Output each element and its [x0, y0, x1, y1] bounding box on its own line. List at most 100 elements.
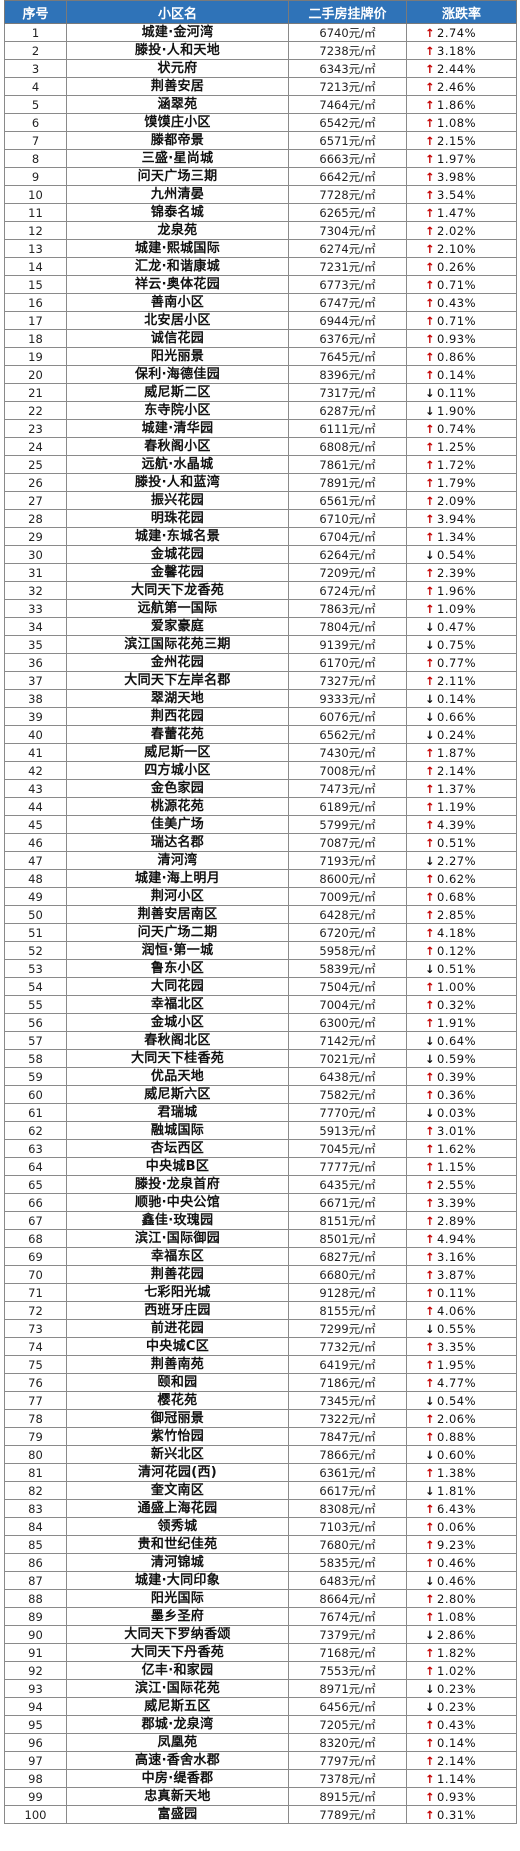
change-rate: ↑ 1.25% — [406, 437, 517, 456]
community-name: 忠真新天地 — [66, 1787, 289, 1806]
arrow-up-icon: ↑ — [425, 763, 435, 778]
community-name: 融城国际 — [66, 1121, 289, 1140]
listing-price: 7045元/㎡ — [288, 1139, 407, 1158]
community-name: 涵翠苑 — [66, 95, 289, 114]
listing-price: 6710元/㎡ — [288, 509, 407, 528]
listing-price: 7582元/㎡ — [288, 1085, 407, 1104]
listing-price: 7142元/㎡ — [288, 1031, 407, 1050]
change-rate: ↑ 3.35% — [406, 1337, 517, 1356]
arrow-up-icon: ↑ — [425, 1429, 435, 1444]
change-rate: ↓ 0.03% — [406, 1103, 517, 1122]
listing-price: 6808元/㎡ — [288, 437, 407, 456]
change-percent: 0.46% — [437, 1573, 477, 1588]
arrow-up-icon: ↑ — [425, 817, 435, 832]
row-index: 91 — [4, 1643, 67, 1662]
table-row: 6 馍馍庄小区 6542元/㎡ ↑ 1.08% — [4, 113, 517, 132]
listing-price: 7304元/㎡ — [288, 221, 407, 240]
row-index: 17 — [4, 311, 67, 330]
row-index: 3 — [4, 59, 67, 78]
arrow-up-icon: ↑ — [425, 1537, 435, 1552]
arrow-up-icon: ↑ — [425, 889, 435, 904]
table-row: 52 润恒·第一城 5958元/㎡ ↑ 0.12% — [4, 941, 517, 960]
arrow-up-icon: ↑ — [425, 781, 435, 796]
arrow-up-icon: ↑ — [425, 169, 435, 184]
table-row: 44 桃源花苑 6189元/㎡ ↑ 1.19% — [4, 797, 517, 816]
change-rate: ↓ 0.75% — [406, 635, 517, 654]
arrow-up-icon: ↑ — [425, 1663, 435, 1678]
listing-price: 6189元/㎡ — [288, 797, 407, 816]
arrow-up-icon: ↑ — [425, 745, 435, 760]
listing-price: 9139元/㎡ — [288, 635, 407, 654]
change-rate: ↑ 0.43% — [406, 293, 517, 312]
arrow-up-icon: ↑ — [425, 1609, 435, 1624]
change-rate: ↑ 2.46% — [406, 77, 517, 96]
listing-price: 7847元/㎡ — [288, 1427, 407, 1446]
table-row: 18 诚信花园 6376元/㎡ ↑ 0.93% — [4, 329, 517, 348]
listing-price: 7863元/㎡ — [288, 599, 407, 618]
arrow-up-icon: ↑ — [425, 1375, 435, 1390]
change-percent: 1.08% — [437, 1609, 477, 1624]
change-percent: 2.14% — [437, 1753, 477, 1768]
community-name: 龙泉苑 — [66, 221, 289, 240]
listing-price: 6562元/㎡ — [288, 725, 407, 744]
change-percent: 0.11% — [437, 1285, 477, 1300]
table-row: 99 忠真新天地 8915元/㎡ ↑ 0.93% — [4, 1787, 517, 1806]
change-percent: 2.74% — [437, 25, 477, 40]
arrow-up-icon: ↑ — [425, 871, 435, 886]
row-index: 90 — [4, 1625, 67, 1644]
change-percent: 0.71% — [437, 313, 477, 328]
table-row: 43 金色家园 7473元/㎡ ↑ 1.37% — [4, 779, 517, 798]
change-percent: 3.16% — [437, 1249, 477, 1264]
listing-price: 8971元/㎡ — [288, 1679, 407, 1698]
community-name: 高速·香舍水郡 — [66, 1751, 289, 1770]
community-name: 城建·熙城国际 — [66, 239, 289, 258]
arrow-up-icon: ↑ — [425, 151, 435, 166]
community-name: 锦泰名城 — [66, 203, 289, 222]
change-percent: 0.71% — [437, 277, 477, 292]
change-rate: ↓ 0.55% — [406, 1319, 517, 1338]
arrow-down-icon: ↓ — [425, 1321, 435, 1336]
arrow-up-icon: ↑ — [425, 673, 435, 688]
arrow-down-icon: ↓ — [425, 727, 435, 742]
community-name: 贵和世纪佳苑 — [66, 1535, 289, 1554]
arrow-up-icon: ↑ — [425, 1411, 435, 1426]
table-row: 17 北安居小区 6944元/㎡ ↑ 0.71% — [4, 311, 517, 330]
change-percent: 0.77% — [437, 655, 477, 670]
community-name: 凤凰苑 — [66, 1733, 289, 1752]
table-row: 47 清河湾 7193元/㎡ ↓ 2.27% — [4, 851, 517, 870]
community-name: 城建·海上明月 — [66, 869, 289, 888]
table-row: 25 远航·水晶城 7861元/㎡ ↑ 1.72% — [4, 455, 517, 474]
change-rate: ↑ 3.16% — [406, 1247, 517, 1266]
change-rate: ↑ 0.12% — [406, 941, 517, 960]
table-row: 31 金馨花园 7209元/㎡ ↑ 2.39% — [4, 563, 517, 582]
change-percent: 2.06% — [437, 1411, 477, 1426]
change-percent: 0.43% — [437, 1717, 477, 1732]
row-index: 22 — [4, 401, 67, 420]
table-row: 15 祥云·奥体花园 6773元/㎡ ↑ 0.71% — [4, 275, 517, 294]
change-rate: ↑ 0.39% — [406, 1067, 517, 1086]
arrow-up-icon: ↑ — [425, 1141, 435, 1156]
change-percent: 3.18% — [437, 43, 477, 58]
row-index: 62 — [4, 1121, 67, 1140]
change-rate: ↓ 0.54% — [406, 1391, 517, 1410]
community-name: 三盛·星尚城 — [66, 149, 289, 168]
row-index: 73 — [4, 1319, 67, 1338]
row-index: 4 — [4, 77, 67, 96]
change-percent: 1.95% — [437, 1357, 477, 1372]
community-name: 阳光国际 — [66, 1589, 289, 1608]
table-row: 95 郡城·龙泉湾 7205元/㎡ ↑ 0.43% — [4, 1715, 517, 1734]
row-index: 81 — [4, 1463, 67, 1482]
row-index: 10 — [4, 185, 67, 204]
change-rate: ↑ 1.15% — [406, 1157, 517, 1176]
arrow-up-icon: ↑ — [425, 1591, 435, 1606]
listing-price: 6170元/㎡ — [288, 653, 407, 672]
table-row: 88 阳光国际 8664元/㎡ ↑ 2.80% — [4, 1589, 517, 1608]
row-index: 1 — [4, 23, 67, 42]
community-name: 荆善安居 — [66, 77, 289, 96]
community-name: 荆善花园 — [66, 1265, 289, 1284]
change-percent: 0.06% — [437, 1519, 477, 1534]
table-row: 67 鑫佳·玫瑰园 8151元/㎡ ↑ 2.89% — [4, 1211, 517, 1230]
listing-price: 6456元/㎡ — [288, 1697, 407, 1716]
row-index: 89 — [4, 1607, 67, 1626]
